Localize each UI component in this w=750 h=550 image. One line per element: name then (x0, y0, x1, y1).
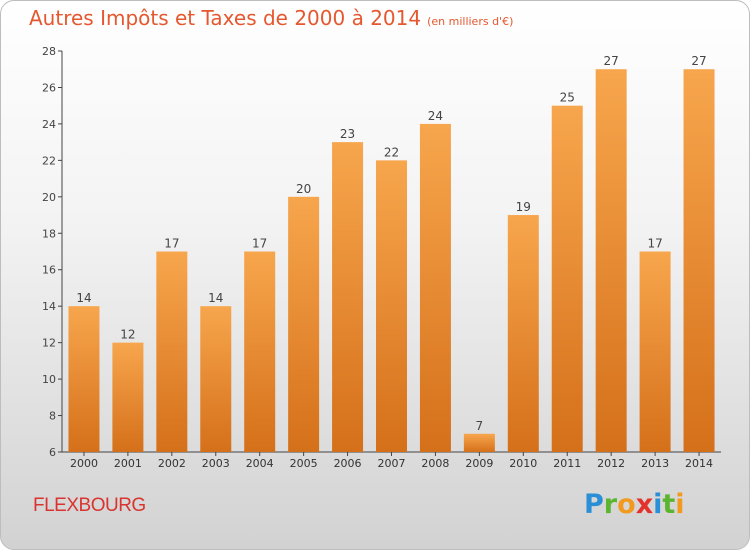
logo-letter: x (635, 489, 654, 520)
x-tick-label: 2014 (685, 457, 713, 470)
chart-title-text: Autres Impôts et Taxes de 2000 à 2014 (29, 6, 422, 30)
y-tick-label: 6 (49, 446, 56, 459)
logo-letter: o (617, 489, 636, 520)
proxiti-logo[interactable]: Proxiti (584, 489, 685, 520)
data-label: 25 (560, 91, 575, 105)
bar (200, 306, 232, 452)
y-tick-label: 18 (42, 227, 56, 240)
y-tick-label: 26 (42, 81, 56, 94)
x-tick-label: 2000 (70, 457, 98, 470)
x-tick-label: 2004 (246, 457, 274, 470)
data-label: 27 (604, 54, 619, 68)
chart-data-labels: 14 12 17 14 17 20 23 22 24 7 19 25 27 17 27 (76, 54, 706, 433)
chart-bars (68, 69, 715, 453)
bar (595, 69, 627, 453)
bar (156, 251, 188, 452)
data-label: 17 (164, 237, 179, 251)
bar (112, 342, 144, 452)
data-label: 24 (428, 109, 443, 123)
data-label: 22 (384, 145, 399, 159)
y-tick-label: 22 (42, 154, 56, 167)
y-tick-label: 24 (42, 118, 56, 131)
data-label: 23 (340, 127, 355, 141)
bar (376, 160, 407, 452)
bar (288, 196, 320, 452)
bar (419, 123, 451, 452)
x-tick-label: 2007 (378, 457, 406, 470)
logo-letter: P (584, 489, 604, 520)
bar (683, 69, 715, 453)
bar (244, 251, 276, 452)
x-tick-label: 2003 (202, 457, 230, 470)
bar (507, 215, 539, 452)
y-tick-label: 28 (42, 45, 56, 58)
logo-letter: r (603, 489, 618, 520)
data-label: 20 (296, 182, 311, 196)
x-tick-label: 2011 (553, 457, 581, 470)
bar (332, 142, 364, 453)
data-label: 14 (76, 291, 91, 305)
x-tick-label: 2010 (509, 457, 537, 470)
data-label: 27 (691, 54, 706, 68)
x-tick-label: 2012 (597, 457, 625, 470)
y-tick-label: 16 (42, 264, 56, 277)
chart-subtitle: (en milliers d'€) (427, 15, 514, 28)
y-tick-label: 10 (42, 373, 56, 386)
logo-letter: i (675, 489, 685, 520)
x-tick-label: 2002 (158, 457, 186, 470)
y-tick-label: 20 (42, 191, 56, 204)
bar (463, 433, 495, 452)
data-label: 17 (647, 237, 662, 251)
bar (68, 306, 100, 452)
x-tick-label: 2006 (334, 457, 362, 470)
bar (639, 251, 671, 452)
bar (551, 105, 583, 452)
data-label: 17 (252, 237, 267, 251)
x-tick-label: 2009 (465, 457, 493, 470)
data-label: 12 (120, 328, 135, 342)
x-tick-label: 2005 (290, 457, 318, 470)
x-tick-label: 2008 (421, 457, 449, 470)
logo-letter: t (662, 489, 676, 520)
data-label: 14 (208, 291, 223, 305)
data-label: 19 (516, 200, 531, 214)
chart-title: Autres Impôts et Taxes de 2000 à 2014 (en… (29, 6, 513, 30)
y-tick-label: 12 (42, 337, 56, 350)
chart-axes: 6 8 10 12 14 16 18 20 22 24 26 28 2000 2001 2002 2003 20… (42, 45, 721, 470)
data-label: 7 (476, 419, 484, 433)
x-tick-label: 2001 (114, 457, 142, 470)
y-tick-label: 8 (49, 410, 56, 423)
logo-letter: i (653, 489, 663, 520)
city-name: FLEXBOURG (33, 495, 146, 516)
x-tick-label: 2013 (641, 457, 669, 470)
y-tick-label: 14 (42, 300, 56, 313)
